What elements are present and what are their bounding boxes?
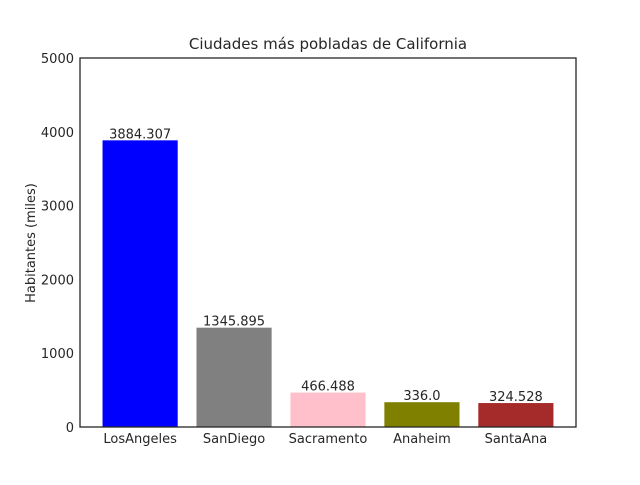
y-axis-label: Habitantes (miles) bbox=[24, 183, 39, 303]
y-tick-label-5000: 5000 bbox=[41, 52, 74, 67]
x-tick-label-sandiego: SanDiego bbox=[203, 432, 265, 447]
data-label-anaheim: 336.0 bbox=[403, 389, 440, 404]
y-tick-label-0: 0 bbox=[66, 421, 74, 436]
data-label-sacramento: 466.488 bbox=[301, 380, 355, 395]
x-tick-label-santaana: SantaAna bbox=[485, 432, 548, 447]
data-label-sandiego: 1345.895 bbox=[203, 315, 265, 330]
bar-anaheim bbox=[384, 402, 460, 427]
chart-title: Ciudades más pobladas de California bbox=[189, 35, 467, 53]
bar-losangeles bbox=[102, 140, 178, 428]
y-tick-label-1000: 1000 bbox=[41, 347, 74, 362]
y-ticks-group: 0 1000 2000 3000 4000 5000 bbox=[41, 52, 74, 436]
y-tick-label-3000: 3000 bbox=[41, 200, 74, 215]
bar-sacramento bbox=[290, 392, 366, 427]
x-ticks-group: LosAngeles SanDiego Sacramento Anaheim Santa… bbox=[103, 432, 547, 447]
data-label-santaana: 324.528 bbox=[489, 390, 543, 405]
y-tick-label-4000: 4000 bbox=[41, 126, 74, 141]
x-tick-label-losangeles: LosAngeles bbox=[103, 432, 177, 447]
y-tick-label-2000: 2000 bbox=[41, 273, 74, 288]
plot-frame bbox=[79, 57, 577, 428]
x-tick-label-anaheim: Anaheim bbox=[393, 432, 451, 447]
x-tick-label-sacramento: Sacramento bbox=[289, 432, 368, 447]
bar-sandiego bbox=[196, 327, 272, 427]
bars-group: 3884.307 1345.895 466.488 336.0 324.528 bbox=[102, 127, 554, 428]
data-label-losangeles: 3884.307 bbox=[109, 127, 171, 142]
bar-santaana bbox=[478, 403, 554, 427]
